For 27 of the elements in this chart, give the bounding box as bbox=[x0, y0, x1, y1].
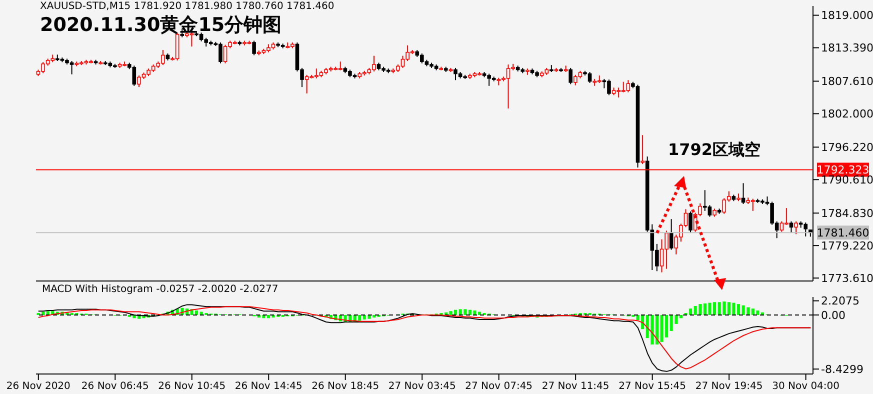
x-tick-label: 27 Nov 11:45 bbox=[542, 381, 610, 392]
y-tick-label: 1796.220 bbox=[821, 141, 873, 154]
chart-subtitle: XAUUSD-STD,M15 1781.920 1781.980 1780.760 1781.460 bbox=[40, 1, 334, 12]
chart-title: 2020.11.30黄金15分钟图 bbox=[40, 13, 282, 38]
y-tick-label: 2.2075 bbox=[821, 294, 860, 308]
y-tick-label: 1802.000 bbox=[821, 108, 873, 121]
x-tick-label: 26 Nov 06:45 bbox=[81, 381, 149, 392]
y-tick-label: 1779.220 bbox=[821, 239, 873, 252]
y-tick-label: 1784.830 bbox=[821, 206, 873, 220]
ref-line-label: 1781.460 bbox=[816, 226, 870, 240]
y-tick-label: 0.00 bbox=[821, 308, 846, 322]
chart-title: MACD With Histogram -0.0257 -2.0020 -2.0277 bbox=[42, 284, 278, 296]
x-tick-label: 26 Nov 10:45 bbox=[158, 381, 226, 392]
x-tick-label: 27 Nov 19:45 bbox=[695, 381, 763, 392]
y-tick-label: 1807.610 bbox=[821, 75, 873, 88]
x-tick-label: 26 Nov 18:45 bbox=[312, 381, 380, 392]
x-tick-label: 27 Nov 07:45 bbox=[465, 381, 533, 392]
y-tick-label: 1773.610 bbox=[821, 272, 873, 285]
x-tick-label: 26 Nov 14:45 bbox=[234, 381, 302, 392]
x-tick-label: 26 Nov 2020 bbox=[6, 381, 70, 392]
x-tick-label: 30 Nov 04:00 bbox=[772, 381, 840, 392]
y-tick-label: 1813.390 bbox=[821, 42, 873, 55]
y-tick-label: 1819.000 bbox=[821, 9, 873, 22]
annotation: 1792区域空 bbox=[668, 140, 761, 161]
y-tick-label: -8.4299 bbox=[821, 362, 864, 376]
x-tick-label: 27 Nov 15:45 bbox=[618, 381, 686, 392]
x-tick-label: 27 Nov 03:45 bbox=[388, 381, 456, 392]
